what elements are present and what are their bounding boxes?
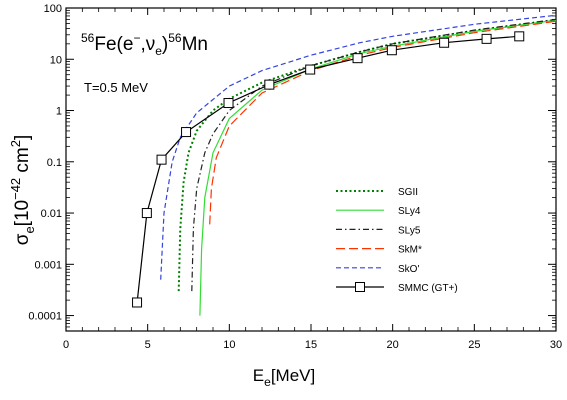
series-marker-point: [223, 98, 234, 109]
ylabel-bracket: [10: [12, 200, 33, 226]
temperature-label: T=0.5 MeV: [84, 80, 148, 95]
series-marker-point: [439, 37, 450, 48]
series-layer: [132, 14, 557, 316]
xlabel-main: E: [253, 366, 264, 385]
series-marker-point: [141, 208, 152, 219]
x-tick-label: 30: [550, 339, 562, 351]
title-iso1: 56: [81, 31, 95, 45]
series-line-3: [209, 20, 557, 225]
title-close: ): [162, 34, 168, 55]
ylabel-sub: e: [22, 226, 37, 233]
ylabel-unit: cm: [12, 147, 33, 178]
series-marker-point: [156, 154, 167, 165]
legend-label-0: SGII: [398, 187, 418, 198]
xlabel-sub: e: [264, 375, 271, 389]
title-fe: Fe(e: [94, 34, 133, 55]
legend-marker: [355, 282, 365, 292]
ylabel-exp: −42: [8, 178, 23, 200]
series-line-4: [160, 14, 557, 280]
series-marker-point: [264, 79, 275, 90]
y-tick-label: 100: [44, 3, 62, 15]
series-marker-point: [181, 127, 192, 138]
series-line-0: [177, 19, 557, 292]
title-iso2: 56: [168, 31, 182, 45]
series-line-1: [199, 19, 557, 316]
series-marker-point: [386, 45, 397, 56]
y-tick-label: 1: [56, 106, 62, 118]
x-tick-label: 25: [468, 339, 480, 351]
title-minus: −: [133, 31, 140, 45]
series-marker-point: [132, 297, 143, 308]
x-tick-label: 5: [145, 339, 151, 351]
y-tick-label: 0.01: [41, 208, 62, 220]
legend-label-2: SLy5: [398, 225, 421, 236]
ylabel-sq: 2: [8, 140, 23, 147]
ylabel-sigma: σ: [12, 233, 33, 245]
series-line-5: [136, 35, 520, 303]
y-axis-ticks: 0.0001 0.001 0.01 0.1 1 10 100: [28, 3, 556, 332]
legend-label-3: SkM*: [398, 245, 422, 256]
x-axis-label: Ee[MeV]: [253, 366, 315, 389]
ylabel-close: ]: [12, 135, 33, 140]
series-marker-point: [305, 64, 316, 75]
series-marker-point: [514, 31, 525, 42]
series-marker-point: [352, 53, 363, 64]
y-tick-label: 0.001: [34, 259, 62, 271]
y-tick-label: 10: [50, 54, 62, 66]
legend-label-5: SMMC (GT+): [398, 283, 458, 294]
x-tick-label: 0: [63, 339, 69, 351]
title-mn: Mn: [182, 34, 208, 55]
series-line-2: [191, 18, 557, 292]
x-tick-label: 15: [305, 339, 317, 351]
x-tick-label: 10: [223, 339, 235, 351]
legend: SGII SLy4 SLy5 SkM* SkO' SMMC (GT+): [336, 187, 458, 294]
y-tick-label: 0.0001: [28, 311, 62, 323]
x-axis-ticks: 0 5 10 15 20 25 30: [63, 8, 562, 351]
y-tick-label: 0.1: [47, 157, 62, 169]
x-tick-label: 20: [387, 339, 399, 351]
xlabel-unit: [MeV]: [271, 366, 315, 385]
legend-label-1: SLy4: [398, 206, 421, 217]
title-comma-nu: ,ν: [140, 34, 155, 55]
series-marker-point: [481, 33, 492, 44]
title-e-sub: e: [155, 44, 162, 58]
chart-title: 56Fe(e−,νe)56Mn: [81, 31, 208, 58]
y-axis-label: σe[10−42 cm2]: [8, 135, 37, 246]
legend-label-4: SkO': [398, 264, 419, 275]
